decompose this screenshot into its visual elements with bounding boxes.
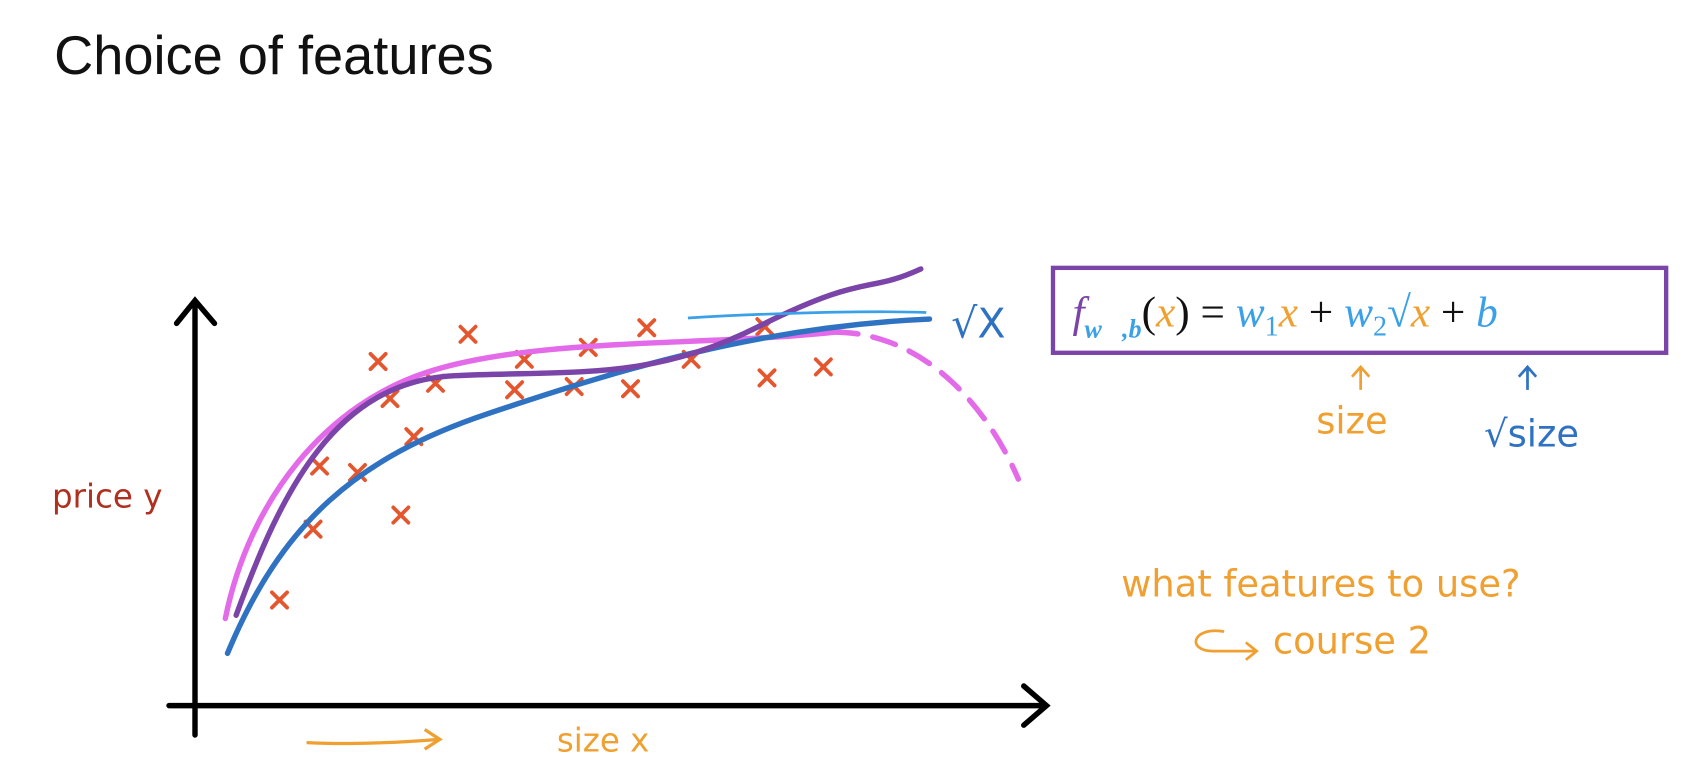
point — [757, 368, 777, 388]
x: x — [1410, 289, 1430, 337]
curve-label: √X — [951, 299, 1005, 347]
paren: ) — [1175, 289, 1189, 337]
point — [310, 456, 330, 476]
x: x — [1278, 289, 1298, 337]
sub: 1 — [1265, 311, 1279, 342]
x-axis-label: size x — [557, 721, 650, 759]
y-axis-label: price y — [52, 477, 162, 515]
point — [368, 351, 388, 372]
sub: 2 — [1373, 311, 1387, 342]
paren: ( — [1142, 289, 1156, 337]
eq: = — [1190, 289, 1236, 337]
b: b — [1476, 289, 1498, 337]
sub: w⃗,b — [1085, 314, 1142, 343]
axes — [166, 296, 1051, 738]
point — [621, 379, 640, 399]
sqrt-line — [687, 310, 927, 320]
x: x — [1155, 289, 1175, 337]
arrow — [1350, 364, 1371, 390]
arrow — [1517, 364, 1538, 390]
arrow — [306, 728, 443, 751]
point — [270, 590, 289, 610]
point — [391, 505, 411, 525]
points — [270, 317, 833, 610]
point — [813, 357, 833, 377]
point — [458, 324, 478, 344]
point — [637, 318, 657, 338]
purple-curve — [233, 266, 924, 618]
sqrt: √ — [1387, 289, 1411, 337]
point — [348, 463, 367, 483]
formula-box — [1050, 265, 1669, 355]
pink-curve — [222, 329, 837, 622]
question: what features to use? — [1121, 563, 1520, 606]
title: Choice of features — [54, 25, 494, 86]
point — [505, 380, 525, 400]
pink-dashed — [831, 329, 1022, 482]
plus: + — [1430, 289, 1476, 337]
blue-curve — [224, 316, 933, 657]
formula: fw⃗,b(x) = w1x + w2√x + b — [1073, 289, 1498, 344]
sqrt-size-note: √size — [1484, 412, 1579, 455]
w: w — [1344, 289, 1373, 337]
w: w — [1236, 289, 1265, 337]
course-note: course 2 — [1273, 619, 1431, 662]
arrow — [1194, 629, 1259, 661]
size-note: size — [1316, 399, 1387, 442]
plus: + — [1298, 289, 1344, 337]
